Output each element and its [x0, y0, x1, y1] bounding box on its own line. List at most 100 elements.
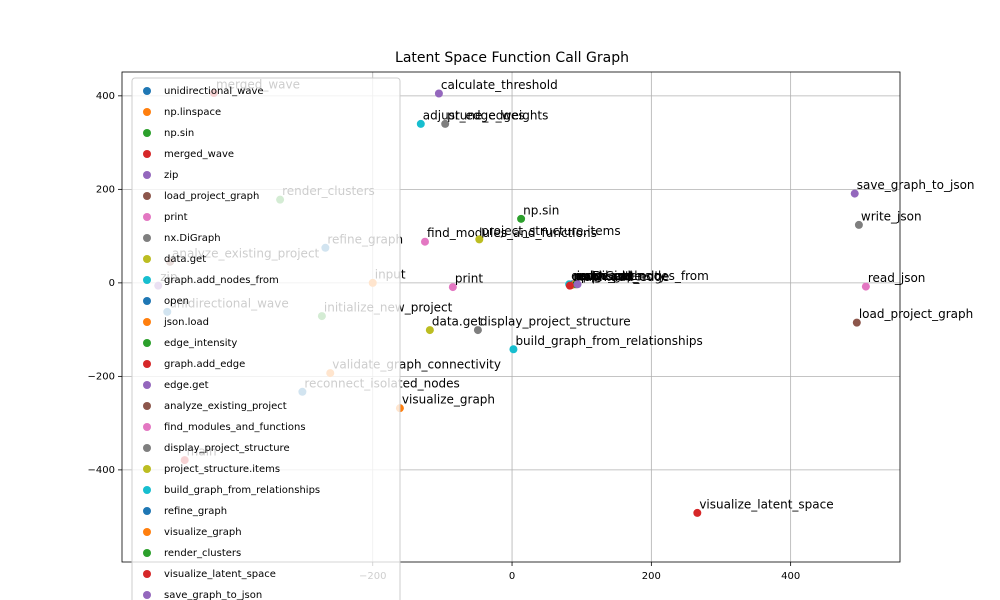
point: [693, 508, 702, 517]
point-label: project_structure.items: [481, 224, 620, 238]
legend-marker: [143, 171, 151, 179]
legend-marker: [143, 444, 151, 452]
point-label: data.get: [432, 315, 483, 329]
point: [861, 282, 870, 291]
legend-label: print: [164, 212, 188, 223]
legend-marker: [143, 297, 151, 305]
point: [509, 345, 518, 354]
legend-label: unidirectional_wave: [164, 86, 264, 97]
legend-label: np.sin: [164, 128, 194, 139]
legend-marker: [143, 591, 151, 599]
point-label: save_graph_to_json: [857, 178, 975, 192]
legend-marker: [143, 423, 151, 431]
legend-marker: [143, 318, 151, 326]
point-label: np.linspace: [573, 270, 642, 284]
legend-marker: [143, 213, 151, 221]
legend-marker: [143, 234, 151, 242]
legend-marker: [143, 360, 151, 368]
point-label: nx.DiGraph: [574, 269, 642, 283]
point: [852, 318, 861, 327]
legend-label: visualize_graph: [164, 527, 242, 538]
point-label: edge_intensity: [578, 269, 666, 283]
y-tick-label: 0: [109, 278, 115, 289]
point: [850, 189, 859, 198]
point-label: display_project_structure: [480, 315, 631, 329]
plot-frame: [121, 71, 901, 563]
point-label: json.load: [576, 269, 631, 283]
legend-label: graph.add_nodes_from: [164, 275, 279, 286]
point: [473, 326, 482, 335]
x-tick-label: 400: [781, 571, 800, 582]
legend-marker: [143, 129, 151, 137]
legend-box: [131, 77, 401, 600]
legend-marker: [143, 108, 151, 116]
point-label: load_project_graph: [859, 307, 973, 321]
legend-marker: [143, 528, 151, 536]
legend-label: project_structure.items: [164, 464, 280, 475]
legend-label: build_graph_from_relationships: [164, 485, 320, 496]
legend-label: nx.DiGraph: [164, 233, 221, 244]
legend-label: data.get: [164, 254, 206, 265]
point-label: adjust_edge_weights: [423, 108, 549, 122]
point-label: write_json: [861, 209, 922, 223]
point: [517, 214, 526, 223]
legend-label: find_modules_and_functions: [164, 422, 306, 433]
point-label: visualize_latent_space: [699, 497, 833, 511]
legend-label: render_clusters: [164, 548, 241, 559]
point: [475, 235, 484, 244]
legend-label: load_project_graph: [164, 191, 259, 202]
legend-marker: [143, 192, 151, 200]
x-tick-label: 0: [509, 571, 515, 582]
y-tick-label: 200: [96, 184, 115, 195]
point-label: open: [575, 269, 605, 283]
legend-marker: [143, 570, 151, 578]
legend-label: visualize_latent_space: [164, 569, 276, 580]
point-label: np.sin: [523, 203, 559, 217]
point: [425, 326, 434, 335]
legend-label: json.load: [163, 317, 209, 328]
legend-marker: [143, 87, 151, 95]
legend-marker: [143, 255, 151, 263]
point-label: find_modules_and_functions: [427, 226, 597, 240]
point: [416, 119, 425, 128]
legend-marker: [143, 507, 151, 515]
legend-marker: [143, 486, 151, 494]
legend-label: edge.get: [164, 380, 209, 391]
legend-marker: [143, 381, 151, 389]
legend-marker: [143, 339, 151, 347]
y-tick-label: −200: [88, 371, 115, 382]
point: [441, 119, 450, 128]
point: [573, 280, 582, 289]
point-label: edge.get: [580, 269, 634, 283]
point: [420, 237, 429, 246]
legend-label: np.linspace: [164, 107, 221, 118]
point: [448, 283, 457, 292]
legend-label: merged_wave: [164, 149, 234, 160]
point-label: visualize_graph: [402, 393, 495, 407]
x-tick-label: 200: [642, 571, 661, 582]
point-label: calculate_threshold: [441, 78, 558, 92]
legend-marker: [143, 402, 151, 410]
point-label: graph.add_edge: [572, 270, 670, 284]
point: [854, 220, 863, 229]
legend-label: analyze_existing_project: [164, 401, 287, 412]
legend-label: save_graph_to_json: [164, 590, 262, 600]
legend-label: display_project_structure: [164, 443, 290, 454]
point: [434, 89, 443, 98]
legend-marker: [143, 465, 151, 473]
legend-label: refine_graph: [164, 506, 227, 517]
chart-title: Latent Space Function Call Graph: [395, 50, 629, 66]
legend-marker: [143, 150, 151, 158]
legend-label: edge_intensity: [164, 338, 237, 349]
legend-marker: [143, 276, 151, 284]
point: [565, 281, 574, 290]
y-tick-label: −400: [88, 465, 115, 476]
legend-label: graph.add_edge: [164, 359, 245, 370]
point-label: prune_edges: [447, 108, 524, 122]
legend-label: open: [164, 296, 189, 307]
legend-marker: [143, 549, 151, 557]
point-label: print: [455, 272, 483, 286]
point-label: build_graph_from_relationships: [515, 334, 702, 348]
